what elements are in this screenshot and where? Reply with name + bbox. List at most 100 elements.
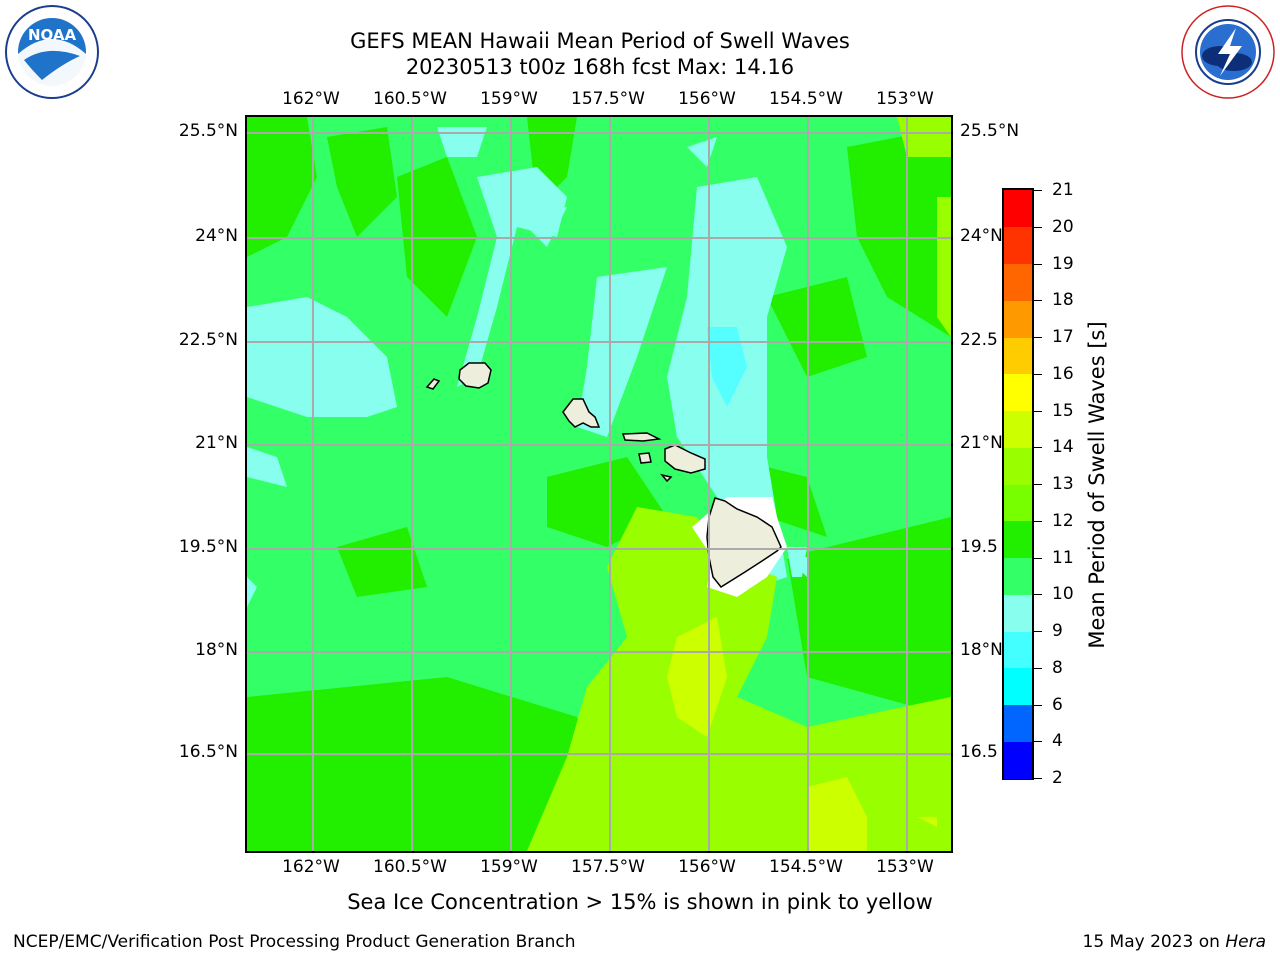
colorbar-segment [1004, 337, 1032, 375]
colorbar-segment [1004, 263, 1032, 301]
colorbar-tick-label: 2 [1052, 768, 1063, 788]
molokai-island [621, 432, 662, 442]
colorbar-tick [1034, 300, 1042, 302]
lon-label: 159°W [480, 857, 538, 877]
colorbar-tick [1034, 557, 1042, 559]
lon-label: 162°W [282, 857, 340, 877]
lon-label: 154.5°W [769, 89, 843, 109]
footer-machine: Hera [1225, 932, 1266, 952]
lon-label: 157.5°W [571, 89, 645, 109]
colorbar-tick-label: 6 [1052, 694, 1063, 715]
colorbar-tick [1034, 263, 1042, 265]
noaa-logo-text: NOAA [28, 26, 77, 44]
colorbar-tick [1034, 226, 1042, 228]
colorbar-segment [1004, 631, 1032, 669]
map-field [247, 117, 951, 851]
colorbar [1002, 188, 1034, 780]
colorbar-tick-label: 14 [1052, 437, 1074, 458]
colorbar-segment [1004, 447, 1032, 485]
colorbar-tick-label: 4 [1052, 731, 1063, 752]
graticule [247, 117, 951, 851]
footer-date: 15 May 2023 on Hera [1083, 932, 1267, 952]
kahoolawe-island [660, 473, 673, 483]
caption: Sea Ice Concentration > 15% is shown in … [0, 890, 1280, 914]
lon-label: 160.5°W [373, 857, 447, 877]
colorbar-tick [1034, 484, 1042, 485]
hawaii-big-island [706, 497, 782, 588]
colorbar-segment [1004, 594, 1032, 632]
lanai-island [638, 452, 652, 464]
colorbar-segment [1004, 557, 1032, 595]
colorbar-segment [1004, 741, 1032, 779]
lat-label: 22.5 [960, 330, 998, 350]
kauai-island [458, 362, 492, 389]
noaa-logo: NOAA [2, 4, 102, 100]
lon-label: 154.5°W [769, 857, 843, 877]
lat-label: 24°N [195, 226, 238, 246]
colorbar-segment [1004, 520, 1032, 558]
lat-label: 19.5 [960, 537, 998, 557]
colorbar-tick [1034, 337, 1042, 338]
lon-label: 156°W [678, 89, 736, 109]
colorbar-tick [1034, 667, 1042, 669]
colorbar-tick-label: 20 [1052, 216, 1074, 237]
lon-label: 159°W [480, 89, 538, 109]
colorbar-tick-label: 11 [1052, 547, 1074, 568]
colorbar-segment [1004, 484, 1032, 522]
lon-label: 162°W [282, 89, 340, 109]
lat-label: 18°N [960, 640, 1003, 660]
footer-date-text: 15 May 2023 on [1082, 932, 1220, 952]
lon-label: 156°W [678, 857, 736, 877]
lat-label: 22.5°N [178, 330, 238, 350]
footer-branch: NCEP/EMC/Verification Post Processing Pr… [13, 932, 576, 952]
lat-label: 21°N [960, 433, 1003, 453]
caption-text: Sea Ice Concentration > 15% is shown in … [347, 890, 933, 914]
lat-label: 21°N [195, 433, 238, 453]
colorbar-tick-label: 17 [1052, 327, 1074, 347]
colorbar-tick-label: 12 [1052, 510, 1074, 531]
map-title: GEFS MEAN Hawaii Mean Period of Swell Wa… [350, 29, 850, 53]
lon-label: 157.5°W [571, 857, 645, 877]
colorbar-tick [1034, 410, 1042, 412]
colorbar-tick [1034, 447, 1042, 449]
colorbar-tick [1034, 704, 1042, 706]
lat-label: 24°N [960, 226, 1003, 246]
lat-label: 18°N [195, 640, 238, 660]
lat-label: 25.5°N [178, 121, 238, 141]
colorbar-tick [1034, 190, 1042, 191]
colorbar-segment [1004, 300, 1032, 338]
colorbar-segment [1004, 704, 1032, 742]
swell-period-map [245, 115, 953, 853]
colorbar-segment [1004, 226, 1032, 264]
colorbar-tick-label: 15 [1052, 400, 1074, 421]
lon-label: 153°W [876, 857, 934, 877]
colorbar-segment [1004, 373, 1032, 411]
colorbar-tick [1034, 778, 1042, 779]
lat-label: 16.5°N [178, 742, 238, 762]
niihau-island [425, 378, 441, 390]
nws-logo [1178, 4, 1278, 100]
colorbar-tick [1034, 741, 1042, 743]
lat-label: 19.5°N [178, 537, 238, 557]
colorbar-segment [1004, 410, 1032, 448]
colorbar-tick [1034, 594, 1042, 596]
colorbar-tick-label: 13 [1052, 474, 1074, 494]
lon-label: 153°W [876, 89, 934, 109]
maui-island [664, 444, 706, 474]
colorbar-tick-label: 19 [1052, 253, 1074, 274]
colorbar-tick-label: 16 [1052, 363, 1074, 384]
colorbar-tick [1034, 631, 1042, 632]
colorbar-tick-label: 21 [1052, 180, 1074, 200]
colorbar-segment [1004, 190, 1032, 228]
lat-label: 16.5 [960, 742, 998, 762]
oahu-island [562, 398, 601, 428]
colorbar-segment [1004, 667, 1032, 705]
colorbar-tick-label: 18 [1052, 290, 1074, 311]
colorbar-tick-label: 10 [1052, 584, 1074, 605]
lon-label: 160.5°W [373, 89, 447, 109]
map-subtitle: 20230513 t00z 168h fcst Max: 14.16 [405, 55, 795, 79]
colorbar-tick-label: 9 [1052, 621, 1063, 641]
colorbar-tick [1034, 373, 1042, 375]
colorbar-title: Mean Period of Swell Waves [s] [1085, 321, 1109, 649]
colorbar-tick [1034, 520, 1042, 522]
